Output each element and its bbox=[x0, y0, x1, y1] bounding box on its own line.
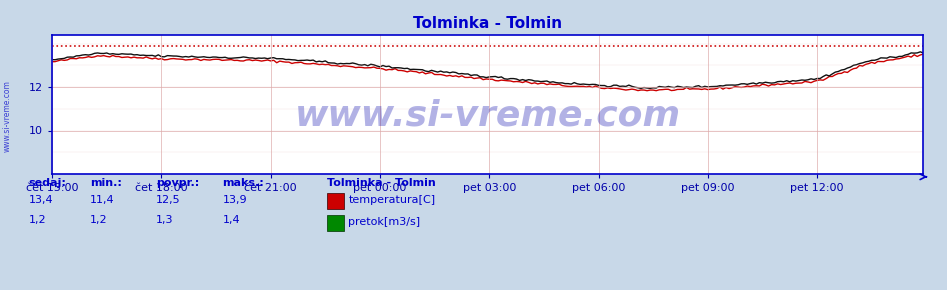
Text: pretok[m3/s]: pretok[m3/s] bbox=[348, 217, 420, 227]
Text: povpr.:: povpr.: bbox=[156, 177, 200, 188]
Text: 12,5: 12,5 bbox=[156, 195, 181, 205]
Text: temperatura[C]: temperatura[C] bbox=[348, 195, 436, 205]
Text: 13,9: 13,9 bbox=[223, 195, 247, 205]
Text: 1,4: 1,4 bbox=[223, 215, 241, 225]
Text: 11,4: 11,4 bbox=[90, 195, 115, 205]
Text: sedaj:: sedaj: bbox=[28, 177, 66, 188]
Text: www.si-vreme.com: www.si-vreme.com bbox=[295, 99, 681, 133]
Text: maks.:: maks.: bbox=[223, 177, 264, 188]
Text: www.si-vreme.com: www.si-vreme.com bbox=[3, 80, 12, 152]
Text: 1,2: 1,2 bbox=[90, 215, 108, 225]
Title: Tolminka - Tolmin: Tolminka - Tolmin bbox=[413, 16, 563, 31]
Text: 1,2: 1,2 bbox=[28, 215, 46, 225]
Text: 13,4: 13,4 bbox=[28, 195, 53, 205]
Text: Tolminka - Tolmin: Tolminka - Tolmin bbox=[327, 177, 436, 188]
Text: 1,3: 1,3 bbox=[156, 215, 173, 225]
Text: min.:: min.: bbox=[90, 177, 122, 188]
